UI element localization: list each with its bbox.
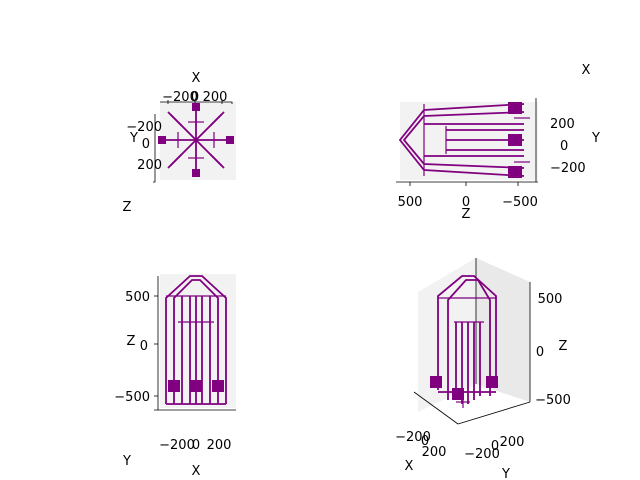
end-block — [486, 376, 498, 388]
arm-diagonal-thick — [167, 153, 183, 169]
y-axis-label: Y — [129, 131, 138, 146]
z-tick-label: 0 — [536, 345, 544, 360]
y-axis-label: Y — [591, 131, 600, 146]
end-block — [508, 166, 522, 178]
y-tick-label: 0 — [491, 439, 499, 454]
x-axis-label: X — [192, 71, 201, 86]
x-tick-label: 200 — [203, 90, 228, 105]
axis-frame-top — [160, 101, 233, 104]
end-block — [508, 134, 522, 146]
outer-frame — [398, 103, 525, 177]
z-tick-label: 500 — [538, 292, 563, 307]
y-tick-label: 200 — [550, 117, 575, 132]
panel-front-view: 500 0 −500 Z −200 0 200 X Y — [114, 274, 236, 479]
arm-diagonal-thick — [209, 111, 225, 127]
z-axis-label: Z — [127, 334, 136, 349]
pane-right-wall — [476, 258, 530, 402]
x-tick-label: −200 — [159, 438, 195, 453]
end-block — [212, 380, 224, 392]
end-block — [190, 380, 202, 392]
end-block — [452, 388, 464, 400]
star-structure — [158, 103, 234, 177]
y-tick-label: −200 — [464, 447, 500, 462]
end-block — [430, 376, 442, 388]
y-tick-label: −200 — [126, 120, 162, 135]
z-tick-label: 500 — [125, 290, 150, 305]
x-axis-line — [413, 391, 459, 425]
x-axis-label: X — [192, 464, 201, 479]
outer-frame — [165, 275, 227, 404]
arm-end-marker — [192, 103, 200, 111]
x-tick-label: 0 — [192, 438, 200, 453]
y-axis-line — [457, 401, 531, 425]
outer-frame-inner — [402, 111, 525, 169]
y-tick-label: 200 — [137, 158, 162, 173]
arm-diagonal-thick — [209, 153, 225, 169]
z-tick-label: −500 — [535, 393, 571, 408]
z-tick-label: 0 — [462, 195, 470, 210]
axis-frame-left — [153, 114, 156, 183]
outer-frame-inner — [447, 279, 491, 400]
front-structure — [165, 275, 227, 405]
arm-end-marker — [192, 169, 200, 177]
x-axis-label: X — [582, 63, 591, 78]
x-tick-label: 0 — [191, 90, 199, 105]
x-tick-label: −200 — [395, 430, 431, 445]
outer-frame — [437, 275, 497, 390]
panel-top-view: X −200 0 200 −200 0 200 Y Z — [123, 71, 236, 215]
z-tick-label: −500 — [114, 390, 150, 405]
panel-isometric-view: 500 0 −500 Z −200 0 200 X −200 0 200 Y — [395, 258, 571, 480]
outer-frame-inner — [173, 279, 219, 404]
y-tick-label: 0 — [142, 137, 150, 152]
z-axis-label: Z — [559, 339, 568, 354]
arm-end-marker — [158, 136, 166, 144]
arm-end-marker — [226, 136, 234, 144]
y-tick-label: −200 — [550, 161, 586, 176]
y-tick-label: 200 — [500, 435, 525, 450]
y-tick-label: 0 — [560, 139, 568, 154]
iso-structure — [430, 275, 498, 408]
end-block — [508, 102, 522, 114]
x-tick-label: 200 — [207, 438, 232, 453]
z-tick-label: 500 — [398, 195, 423, 210]
x-tick-label: −200 — [162, 90, 198, 105]
side-structure — [398, 102, 530, 178]
z-tick-label: −500 — [502, 195, 538, 210]
z-axis-label: Z — [123, 200, 132, 215]
panel-side-view: X Y Z 500 0 −500 200 0 −200 — [396, 63, 600, 222]
x-tick-label: 200 — [422, 445, 447, 460]
z-axis-label: Z — [462, 207, 471, 222]
x-tick-label: 0 — [421, 434, 429, 449]
y-axis-label: Y — [122, 454, 131, 469]
z-tick-label: 0 — [140, 339, 148, 354]
end-block — [168, 380, 180, 392]
arm-diagonal-thick — [167, 111, 183, 127]
y-axis-label: Y — [501, 467, 510, 480]
cross-tick — [189, 133, 203, 147]
x-axis-label: X — [405, 459, 414, 474]
